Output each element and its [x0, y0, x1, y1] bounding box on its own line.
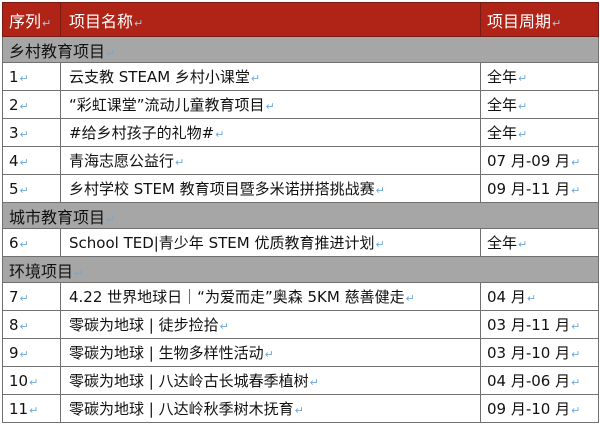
- index-text: 4: [9, 152, 29, 170]
- period-text: 04 月-06 月: [487, 372, 580, 390]
- cell-name: 零碳为地球 | 徒步捡拾: [60, 310, 481, 339]
- project-table: 序列 项目名称 项目周期 乡村教育项目1云支教 STEAM 乡村小课堂全年2“彩…: [2, 2, 599, 423]
- period-text: 09 月-10 月: [487, 400, 580, 418]
- name-text: 4.22 世界地球日｜“为爱而走”奥森 5KM 慈善健走: [69, 288, 415, 306]
- index-text: 10: [9, 372, 38, 390]
- period-text: 09 月-11 月: [487, 180, 580, 198]
- index-text: 1: [9, 68, 29, 86]
- cell-period: 04 月-06 月: [480, 366, 599, 395]
- period-text: 03 月-10 月: [487, 344, 580, 362]
- name-text: 青海志愿公益行: [69, 152, 184, 170]
- cell-period: 全年: [480, 118, 599, 147]
- header-period-text: 项目周期: [487, 12, 561, 31]
- index-text: 11: [9, 400, 38, 418]
- table-row: 10 零碳为地球 | 八达岭古长城春季植树 04 月-06 月: [2, 366, 599, 395]
- cell-period: 03 月-10 月: [480, 338, 599, 367]
- cell-name: 零碳为地球 | 八达岭古长城春季植树: [60, 366, 481, 395]
- cell-index: 3: [2, 118, 61, 147]
- period-text: 全年: [487, 234, 527, 252]
- cell-index: 10: [2, 366, 61, 395]
- cell-index: 8: [2, 310, 61, 339]
- cell-name: “彩虹课堂”流动儿童教育项目: [60, 90, 481, 119]
- cell-name: 零碳为地球 | 生物多样性活动: [60, 338, 481, 367]
- index-text: 8: [9, 316, 29, 334]
- cell-index: 6: [2, 228, 61, 257]
- table-row: 4 青海志愿公益行 07 月-09 月: [2, 146, 599, 175]
- table-row: 11 零碳为地球 | 八达岭秋季树木抚育 09 月-10 月: [2, 394, 599, 423]
- name-text: 零碳为地球 | 八达岭古长城春季植树: [69, 372, 319, 390]
- name-text: #给乡村孩子的礼物#: [69, 124, 224, 142]
- table-row: 7 4.22 世界地球日｜“为爱而走”奥森 5KM 慈善健走 04 月: [2, 282, 599, 311]
- cell-name: School TED|青少年 STEM 优质教育推进计划: [60, 228, 481, 257]
- section-row: 乡村教育项目: [2, 36, 599, 63]
- cell-index: 1: [2, 62, 61, 91]
- table-row: 6 School TED|青少年 STEM 优质教育推进计划 全年: [2, 228, 599, 257]
- index-text: 9: [9, 344, 29, 362]
- cell-name: #给乡村孩子的礼物#: [60, 118, 481, 147]
- period-text: 07 月-09 月: [487, 152, 580, 170]
- period-text: 03 月-11 月: [487, 316, 580, 334]
- cell-index: 7: [2, 282, 61, 311]
- section-row: 环境项目: [2, 256, 599, 283]
- section-title: 乡村教育项目: [2, 36, 599, 63]
- cell-period: 全年: [480, 62, 599, 91]
- index-text: 3: [9, 124, 29, 142]
- table-row: 3 #给乡村孩子的礼物# 全年: [2, 118, 599, 147]
- name-text: School TED|青少年 STEM 优质教育推进计划: [69, 234, 385, 252]
- name-text: 零碳为地球 | 生物多样性活动: [69, 344, 274, 362]
- header-period: 项目周期: [480, 2, 599, 37]
- cell-name: 4.22 世界地球日｜“为爱而走”奥森 5KM 慈善健走: [60, 282, 481, 311]
- header-index-text: 序列: [9, 12, 51, 31]
- cell-period: 全年: [480, 228, 599, 257]
- index-text: 7: [9, 288, 29, 306]
- cell-period: 09 月-11 月: [480, 174, 599, 203]
- period-text: 全年: [487, 124, 527, 142]
- section-title-text: 城市教育项目: [9, 208, 115, 227]
- header-row: 序列 项目名称 项目周期: [2, 2, 599, 37]
- table-row: 5 乡村学校 STEM 教育项目暨多米诺拼搭挑战赛 09 月-11 月: [2, 174, 599, 203]
- period-text: 04 月: [487, 288, 536, 306]
- header-index: 序列: [2, 2, 61, 37]
- cell-name: 青海志愿公益行: [60, 146, 481, 175]
- section-row: 城市教育项目: [2, 202, 599, 229]
- cell-period: 07 月-09 月: [480, 146, 599, 175]
- cell-period: 全年: [480, 90, 599, 119]
- cell-index: 11: [2, 394, 61, 423]
- cell-index: 9: [2, 338, 61, 367]
- name-text: 云支教 STEAM 乡村小课堂: [69, 68, 260, 86]
- section-title-text: 乡村教育项目: [9, 42, 115, 61]
- cell-period: 04 月: [480, 282, 599, 311]
- section-title: 环境项目: [2, 256, 599, 283]
- index-text: 2: [9, 96, 29, 114]
- cell-index: 4: [2, 146, 61, 175]
- period-text: 全年: [487, 96, 527, 114]
- header-name-text: 项目名称: [69, 12, 143, 31]
- index-text: 5: [9, 180, 29, 198]
- table-row: 2 “彩虹课堂”流动儿童教育项目 全年: [2, 90, 599, 119]
- cell-name: 乡村学校 STEM 教育项目暨多米诺拼搭挑战赛: [60, 174, 481, 203]
- period-text: 全年: [487, 68, 527, 86]
- section-title: 城市教育项目: [2, 202, 599, 229]
- index-text: 6: [9, 234, 29, 252]
- cell-period: 03 月-11 月: [480, 310, 599, 339]
- name-text: 乡村学校 STEM 教育项目暨多米诺拼搭挑战赛: [69, 180, 385, 198]
- name-text: 零碳为地球 | 八达岭秋季树木抚育: [69, 400, 304, 418]
- name-text: “彩虹课堂”流动儿童教育项目: [69, 96, 275, 114]
- table-row: 9 零碳为地球 | 生物多样性活动 03 月-10 月: [2, 338, 599, 367]
- name-text: 零碳为地球 | 徒步捡拾: [69, 316, 229, 334]
- cell-index: 5: [2, 174, 61, 203]
- cell-name: 零碳为地球 | 八达岭秋季树木抚育: [60, 394, 481, 423]
- table-row: 1 云支教 STEAM 乡村小课堂 全年: [2, 62, 599, 91]
- cell-name: 云支教 STEAM 乡村小课堂: [60, 62, 481, 91]
- header-name: 项目名称: [60, 2, 481, 37]
- section-title-text: 环境项目: [9, 262, 83, 281]
- cell-period: 09 月-10 月: [480, 394, 599, 423]
- cell-index: 2: [2, 90, 61, 119]
- table-row: 8 零碳为地球 | 徒步捡拾 03 月-11 月: [2, 310, 599, 339]
